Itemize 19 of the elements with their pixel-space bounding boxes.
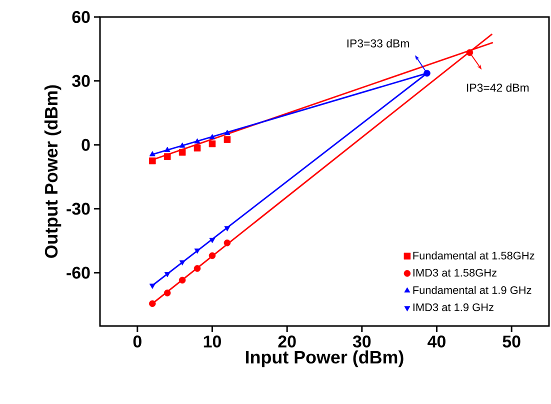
x-tick-label: 20: [278, 336, 296, 348]
x-tick-label: 10: [204, 336, 221, 348]
y-tick-label: -60: [66, 266, 90, 279]
y-tick-label: 0: [82, 138, 90, 151]
y-tick-label: -30: [66, 202, 90, 215]
legend-label: Fundamental at 1.9 GHz: [413, 286, 532, 294]
annotation: IP3=33 dBm: [347, 39, 409, 48]
x-tick-label: 0: [133, 336, 142, 348]
y-axis-title: Output Power (dBm): [44, 85, 62, 258]
legend-label: Fundamental at 1.58GHz: [413, 251, 534, 260]
legend-label: IMD3 at 1.9 GHz: [413, 303, 494, 312]
x-tick-label: 40: [428, 336, 446, 348]
x-tick-label: 30: [352, 336, 371, 348]
x-tick-label: 50: [502, 336, 520, 348]
y-tick-label: 30: [72, 74, 90, 87]
x-axis-title: Input Power (dBm): [246, 350, 404, 368]
annotation: IP3=42 dBm: [467, 83, 529, 92]
legend-label: IMD3 at 1.58GHz: [413, 268, 496, 277]
y-tick-label: 60: [72, 11, 90, 24]
